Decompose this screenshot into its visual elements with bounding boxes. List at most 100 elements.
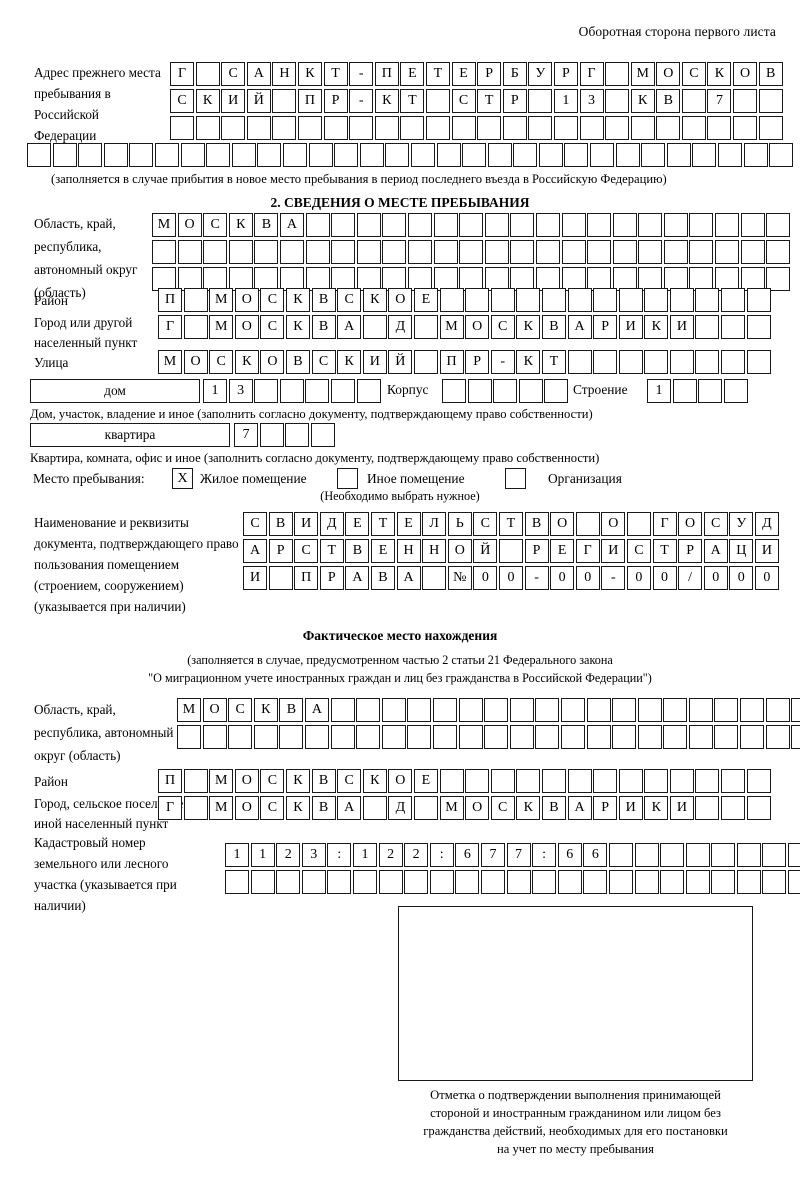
section2-city-cell-19[interactable]: И (618, 315, 643, 339)
prev-address-cell-23[interactable]: О (733, 62, 758, 86)
section2-street-cell-16[interactable]: Т (541, 350, 566, 374)
prev-address-cell-6[interactable]: К (297, 62, 322, 86)
section2-region-cell-1[interactable] (152, 267, 176, 291)
section2-city-cell-15[interactable]: К (516, 315, 541, 339)
prev-address-cell-28[interactable] (718, 143, 743, 167)
cadastral-cell-3[interactable]: 2 (276, 843, 301, 867)
document-cell-20[interactable]: У (729, 512, 754, 536)
cadastral-cell-16[interactable] (608, 870, 633, 894)
section2-city-cell-10[interactable]: Д (388, 315, 413, 339)
section2-region-row-3[interactable] (152, 267, 792, 291)
prev-address-cell-20[interactable] (656, 116, 681, 140)
actual-region-cell-8[interactable] (356, 725, 381, 749)
document-cell-20[interactable]: 0 (729, 566, 754, 590)
checkbox-inoe-pomeshchenie[interactable] (337, 468, 358, 489)
actual-district-cell-14[interactable] (490, 769, 515, 793)
actual-region-cell-20[interactable] (663, 725, 688, 749)
section2-region-cell-3[interactable] (203, 267, 228, 291)
document-cell-5[interactable]: Е (345, 512, 370, 536)
prev-address-cell-19[interactable] (630, 116, 655, 140)
cadastral-cell-4[interactable] (301, 870, 326, 894)
section2-city-cell-1[interactable]: Г (158, 315, 182, 339)
section2-region-cell-7[interactable] (305, 213, 330, 237)
house-cell-4[interactable] (279, 379, 304, 403)
section2-region-cell-1[interactable] (152, 240, 176, 264)
flat-cell-3[interactable] (285, 423, 310, 447)
section2-district-cell-15[interactable] (516, 288, 541, 312)
cadastral-cell-17[interactable] (634, 843, 659, 867)
section2-city-cell-21[interactable]: И (669, 315, 694, 339)
actual-city-cell-10[interactable]: Д (388, 796, 413, 820)
section2-region-cell-14[interactable] (484, 267, 509, 291)
stroenie-cell-2[interactable] (672, 379, 697, 403)
document-cell-19[interactable]: 0 (703, 566, 728, 590)
section2-district-cell-23[interactable] (721, 288, 746, 312)
section2-district-cell-13[interactable] (465, 288, 490, 312)
checkbox-zhiloe-pomeshchenie[interactable]: X (172, 468, 193, 489)
cadastral-cell-23[interactable] (788, 843, 800, 867)
prev-address-cell-19[interactable]: К (630, 89, 655, 113)
prev-address-cell-2[interactable] (52, 143, 77, 167)
actual-region-cell-8[interactable] (356, 698, 381, 722)
document-cell-15[interactable]: О (601, 512, 626, 536)
document-cell-8[interactable] (422, 566, 447, 590)
prev-address-cell-12[interactable]: С (451, 89, 476, 113)
actual-district-cell-19[interactable] (618, 769, 643, 793)
section2-region-cell-17[interactable] (561, 267, 586, 291)
prev-address-cell-24[interactable] (758, 89, 783, 113)
cadastral-cell-19[interactable] (685, 870, 710, 894)
actual-district-cell-2[interactable] (183, 769, 208, 793)
prev-address-cell-3[interactable] (221, 116, 246, 140)
document-cell-3[interactable]: С (294, 539, 319, 563)
section2-city-cell-5[interactable]: С (260, 315, 285, 339)
section2-street-cell-3[interactable]: С (209, 350, 234, 374)
house-cell-2[interactable]: 3 (228, 379, 253, 403)
prev-address-cell-15[interactable]: У (528, 62, 553, 86)
prev-address-cell-16[interactable]: Р (553, 62, 578, 86)
document-cell-15[interactable]: И (601, 539, 626, 563)
section2-district-cell-11[interactable]: Е (413, 288, 438, 312)
cadastral-cell-13[interactable] (532, 870, 557, 894)
section2-region-cell-20[interactable] (638, 240, 663, 264)
actual-city-cell-20[interactable]: К (644, 796, 669, 820)
document-cell-5[interactable]: А (345, 566, 370, 590)
actual-city-cell-19[interactable]: И (618, 796, 643, 820)
section2-district-cell-20[interactable] (644, 288, 669, 312)
section2-region-cell-14[interactable] (484, 240, 509, 264)
section2-street-cell-22[interactable] (695, 350, 720, 374)
actual-district-cell-18[interactable] (593, 769, 618, 793)
cadastral-cell-18[interactable] (660, 843, 685, 867)
actual-city-cell-18[interactable]: Р (593, 796, 618, 820)
cadastral-cell-19[interactable] (685, 843, 710, 867)
document-cell-11[interactable] (498, 539, 523, 563)
document-cell-18[interactable]: О (678, 512, 703, 536)
actual-city-cell-5[interactable]: С (260, 796, 285, 820)
cadastral-cell-22[interactable] (762, 870, 787, 894)
document-cell-6[interactable]: Т (370, 512, 395, 536)
cadastral-cell-15[interactable]: 6 (583, 843, 608, 867)
section2-region-cell-16[interactable] (535, 213, 560, 237)
prev-address-cell-22[interactable]: 7 (707, 89, 732, 113)
actual-region-cell-9[interactable] (381, 725, 406, 749)
prev-address-cell-3[interactable]: И (221, 89, 246, 113)
section2-region-cell-19[interactable] (612, 240, 637, 264)
section2-city-cell-2[interactable] (183, 315, 208, 339)
actual-district-cell-5[interactable]: С (260, 769, 285, 793)
cadastral-cell-2[interactable]: 1 (250, 843, 275, 867)
document-cell-20[interactable]: Ц (729, 539, 754, 563)
actual-city-cell-21[interactable]: И (669, 796, 694, 820)
prev-address-cell-24[interactable] (758, 116, 783, 140)
house-cell-6[interactable] (330, 379, 355, 403)
cadastral-cell-11[interactable]: 7 (480, 843, 505, 867)
actual-city-cell-17[interactable]: А (567, 796, 592, 820)
prev-address-cell-22[interactable]: К (707, 62, 732, 86)
section2-city-cell-22[interactable] (695, 315, 720, 339)
document-row-3[interactable]: И П Р А В А № 0 0-0 0-0 0/0 0 0 (243, 566, 780, 590)
section2-street-cell-14[interactable]: - (490, 350, 515, 374)
actual-city-cell-6[interactable]: К (285, 796, 310, 820)
prev-address-cell-21[interactable] (681, 89, 706, 113)
